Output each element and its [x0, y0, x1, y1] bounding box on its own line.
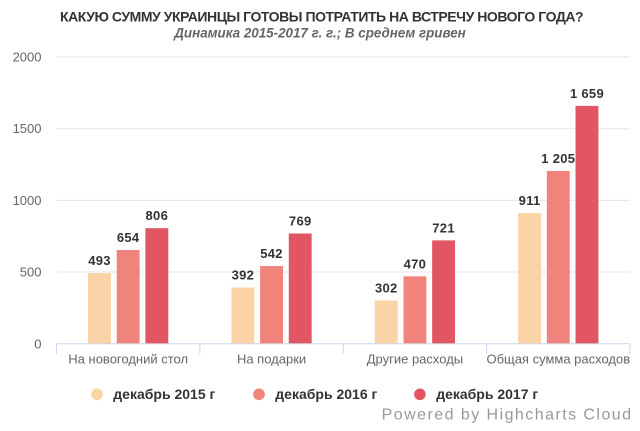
svg-text:1 659: 1 659 [570, 86, 604, 101]
svg-text:2000: 2000 [13, 50, 42, 65]
svg-text:542: 542 [260, 246, 283, 261]
svg-text:Общая сумма расходов: Общая сумма расходов [486, 352, 630, 367]
svg-text:Другие расходы: Другие расходы [367, 352, 463, 367]
svg-text:Динамика 2015-2017 г. г.; В ср: Динамика 2015-2017 г. г.; В среднем грив… [173, 26, 466, 41]
svg-text:1000: 1000 [13, 193, 42, 208]
svg-text:Powered by Highcharts Cloud: Powered by Highcharts Cloud [382, 407, 633, 424]
svg-text:1 205: 1 205 [541, 151, 575, 166]
svg-text:302: 302 [375, 280, 398, 295]
svg-text:493: 493 [88, 253, 111, 268]
svg-text:декабрь 2017 г: декабрь 2017 г [436, 386, 538, 402]
svg-text:470: 470 [404, 256, 427, 271]
svg-text:392: 392 [232, 268, 255, 283]
svg-text:806: 806 [146, 208, 169, 223]
svg-text:1500: 1500 [13, 121, 42, 136]
svg-text:На подарки: На подарки [237, 352, 306, 367]
svg-text:декабрь 2016 г: декабрь 2016 г [275, 386, 377, 402]
svg-text:911: 911 [519, 193, 541, 208]
svg-text:декабрь 2015 г: декабрь 2015 г [113, 386, 215, 402]
svg-text:На новогодний стол: На новогодний стол [68, 352, 188, 367]
svg-text:0: 0 [34, 336, 41, 351]
svg-text:654: 654 [117, 230, 140, 245]
svg-text:769: 769 [289, 213, 312, 228]
svg-text:500: 500 [20, 265, 42, 280]
svg-text:КАКУЮ СУММУ УКРАИНЦЫ ГОТОВЫ ПО: КАКУЮ СУММУ УКРАИНЦЫ ГОТОВЫ ПОТРАТИТЬ НА… [60, 9, 583, 25]
svg-text:721: 721 [432, 220, 455, 235]
